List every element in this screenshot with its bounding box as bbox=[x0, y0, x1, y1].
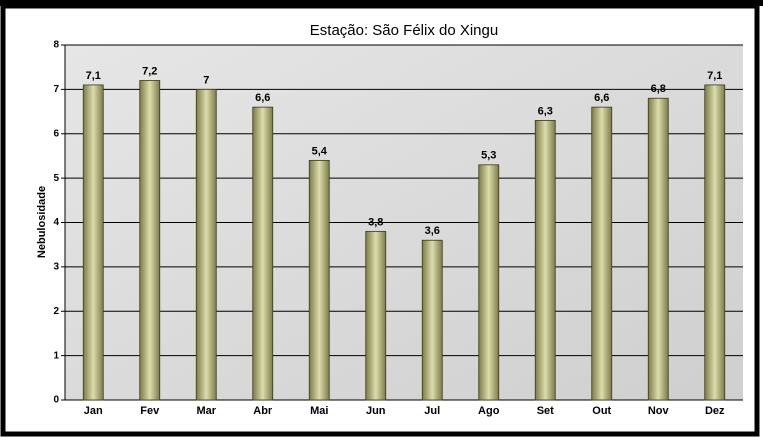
y-tick-label: 8 bbox=[53, 40, 59, 51]
bar bbox=[82, 84, 104, 401]
x-tick-label: Mai bbox=[310, 405, 328, 417]
bar bbox=[534, 120, 556, 401]
data-label: 7,2 bbox=[142, 65, 157, 77]
y-axis-label: Nebulosidade bbox=[36, 186, 48, 258]
data-label: 6,8 bbox=[651, 83, 666, 95]
bar bbox=[139, 80, 161, 401]
x-tick-label: Set bbox=[537, 405, 554, 417]
data-label: 3,6 bbox=[425, 225, 440, 237]
x-tick-label: Jul bbox=[424, 405, 440, 417]
bar bbox=[647, 97, 669, 401]
y-tick-label: 2 bbox=[53, 306, 59, 317]
data-label: 3,8 bbox=[368, 216, 383, 228]
y-tick-label: 7 bbox=[53, 84, 59, 95]
bar bbox=[308, 159, 330, 401]
x-tick-label: Ago bbox=[478, 405, 500, 417]
data-label: 7 bbox=[203, 74, 209, 86]
data-label: 6,3 bbox=[538, 105, 553, 117]
chart-title: Estação: São Félix do Xingu bbox=[310, 22, 498, 39]
data-label: 7,1 bbox=[707, 70, 722, 82]
x-tick-label: Jan bbox=[84, 405, 103, 417]
bar bbox=[421, 239, 443, 401]
data-label: 6,6 bbox=[594, 92, 609, 104]
y-tick-label: 0 bbox=[53, 395, 59, 406]
y-tick-label: 6 bbox=[53, 128, 59, 139]
x-tick-label: Dez bbox=[705, 405, 725, 417]
bar bbox=[591, 106, 613, 401]
bar bbox=[704, 84, 726, 401]
bar bbox=[365, 230, 387, 401]
y-tick-label: 3 bbox=[53, 262, 59, 273]
x-tick-label: Jun bbox=[366, 405, 386, 417]
y-tick-label: 5 bbox=[53, 173, 59, 184]
x-tick-label: Out bbox=[592, 405, 611, 417]
x-tick-label: Fev bbox=[140, 405, 160, 417]
data-label: 6,6 bbox=[255, 92, 270, 104]
data-label: 7,1 bbox=[86, 70, 101, 82]
x-tick-label: Nov bbox=[648, 405, 670, 417]
data-label: 5,4 bbox=[312, 145, 328, 157]
y-tick-label: 4 bbox=[53, 217, 59, 228]
bar bbox=[478, 164, 500, 401]
bar bbox=[252, 106, 274, 401]
bar bbox=[195, 88, 217, 401]
frame bbox=[0, 3, 760, 437]
top-border bbox=[0, 0, 763, 6]
x-tick-label: Abr bbox=[253, 405, 273, 417]
x-tick-label: Mar bbox=[196, 405, 216, 417]
data-label: 5,3 bbox=[481, 150, 496, 162]
y-tick-label: 1 bbox=[53, 350, 59, 361]
